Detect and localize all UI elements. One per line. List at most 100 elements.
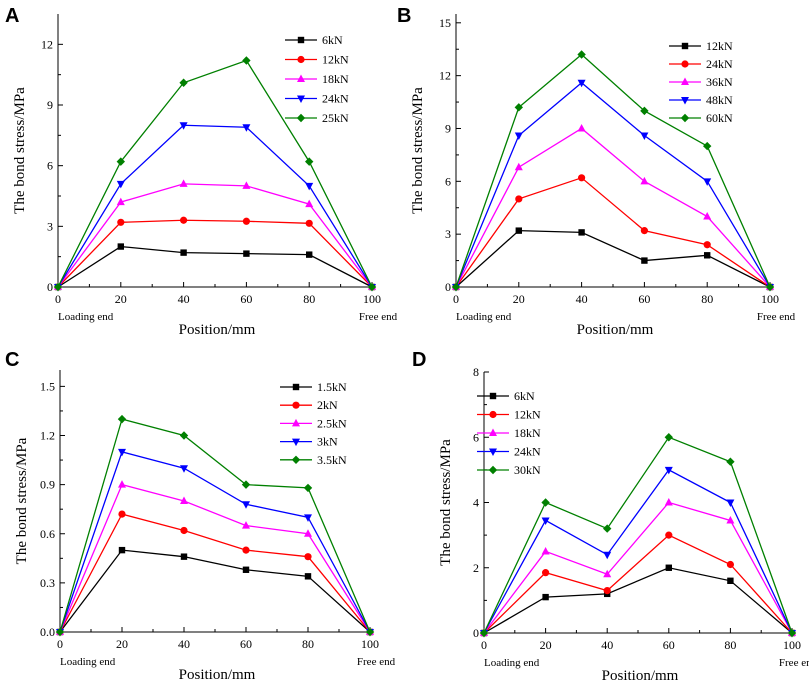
data-point — [665, 531, 673, 539]
series-line — [455, 127, 771, 288]
data-point — [180, 496, 188, 504]
data-point — [515, 227, 522, 234]
legend-marker — [292, 383, 300, 391]
data-point — [367, 282, 377, 292]
series-line — [483, 567, 793, 634]
legend-label: 24kN — [706, 57, 733, 71]
y-tick-label: 0.0 — [40, 625, 55, 639]
y-tick-label: 8 — [473, 365, 479, 379]
data-point — [542, 593, 549, 601]
y-tick-label: 0.9 — [40, 478, 55, 492]
data-point — [578, 229, 585, 236]
data-point — [577, 50, 586, 59]
data-point — [787, 628, 797, 638]
y-tick-label: 1.2 — [40, 429, 55, 443]
series-line — [57, 219, 373, 288]
data-point — [640, 132, 649, 141]
y-axis-title: The bond stress/MPa — [438, 439, 454, 566]
data-point — [305, 182, 314, 191]
series-24kn — [54, 122, 376, 292]
legend-label: 12kN — [322, 53, 349, 67]
y-tick-label: 9 — [445, 121, 451, 135]
legend-marker — [292, 401, 300, 409]
series-1-5kn — [56, 546, 374, 636]
legend-marker — [297, 55, 305, 64]
data-point — [665, 564, 672, 571]
data-point — [179, 122, 188, 130]
data-point — [304, 573, 312, 580]
x-tick-label: 60 — [240, 292, 252, 306]
chart-panel-d: D 0 20 40 60 80 100 0 2 4 6 8 Position/mm The bond st… — [412, 349, 809, 682]
data-point — [242, 521, 250, 529]
data-point — [541, 546, 550, 555]
loading-end-label: Loading end — [58, 311, 114, 323]
legend-label: 30kN — [514, 463, 541, 477]
loading-end-label: Loading end — [484, 657, 540, 669]
data-point — [243, 250, 250, 257]
data-point — [53, 282, 63, 292]
data-point — [603, 586, 611, 595]
legend-label: 60kN — [706, 111, 733, 125]
data-point — [703, 141, 712, 151]
x-tick-label: 80 — [303, 292, 315, 306]
data-point — [664, 433, 673, 442]
data-point — [242, 217, 250, 225]
data-point — [704, 252, 711, 259]
series-line — [455, 53, 771, 288]
y-tick-label: 0 — [47, 280, 53, 294]
chart-panel-b: B 0 20 40 60 80 100 0 3 6 9 12 15 Position/mm The bond… — [397, 5, 796, 338]
panel-letter: C — [5, 349, 19, 371]
x-axis-title: Position/mm — [179, 322, 256, 338]
x-tick-label: 20 — [513, 292, 525, 306]
x-tick-label: 20 — [116, 637, 128, 651]
series-3kn — [56, 448, 374, 637]
x-axis-title: Position/mm — [179, 667, 256, 682]
legend: 6kN 12kN 18kN 24kN 25kN — [285, 33, 349, 125]
x-tick-label: 40 — [601, 638, 613, 652]
data-point — [242, 566, 250, 573]
free-end-label: Free end — [359, 311, 398, 323]
legend-label: 3.5kN — [317, 453, 347, 467]
data-point — [118, 480, 126, 488]
data-point — [726, 499, 735, 507]
x-axis-title: Position/mm — [577, 322, 654, 338]
legend-marker — [291, 455, 301, 464]
data-point — [303, 483, 313, 493]
data-point — [365, 627, 375, 637]
data-point — [179, 179, 188, 187]
data-point — [664, 498, 673, 506]
data-point — [180, 465, 188, 473]
data-point — [179, 431, 189, 440]
data-point — [703, 241, 711, 249]
data-point — [514, 132, 523, 141]
chart-panel-c: C 0 20 40 60 80 100 0.0 0.3 0.6 0.9 1.2 1.5 Position/… — [5, 349, 396, 682]
data-point — [640, 106, 649, 116]
legend-label: 48kN — [706, 93, 733, 107]
legend: 1.5kN 2kN 2.5kN 3kN 3.5kN — [280, 380, 347, 467]
data-point — [541, 498, 550, 507]
data-point — [117, 218, 125, 226]
data-point — [664, 466, 673, 475]
x-tick-label: 40 — [576, 292, 588, 306]
free-end-label: Free end — [757, 311, 796, 323]
data-point — [726, 515, 735, 524]
legend-marker — [489, 410, 497, 419]
legend-label: 25kN — [322, 111, 349, 125]
data-point — [179, 78, 188, 87]
y-tick-label: 3 — [47, 219, 53, 233]
y-tick-label: 3 — [445, 227, 451, 241]
y-tick-label: 6 — [47, 159, 53, 173]
data-point — [304, 553, 312, 561]
y-tick-label: 0.3 — [40, 576, 55, 590]
data-point — [304, 514, 312, 522]
series-line — [59, 513, 371, 633]
y-tick-label: 6 — [473, 430, 479, 444]
series-18kn — [480, 498, 796, 636]
legend-marker — [489, 448, 497, 456]
legend-label: 2.5kN — [317, 416, 347, 430]
loading-end-label: Loading end — [60, 656, 116, 668]
panel-letter: D — [412, 349, 426, 371]
data-point — [180, 526, 188, 535]
legend-marker — [681, 77, 689, 85]
data-point — [703, 178, 712, 186]
